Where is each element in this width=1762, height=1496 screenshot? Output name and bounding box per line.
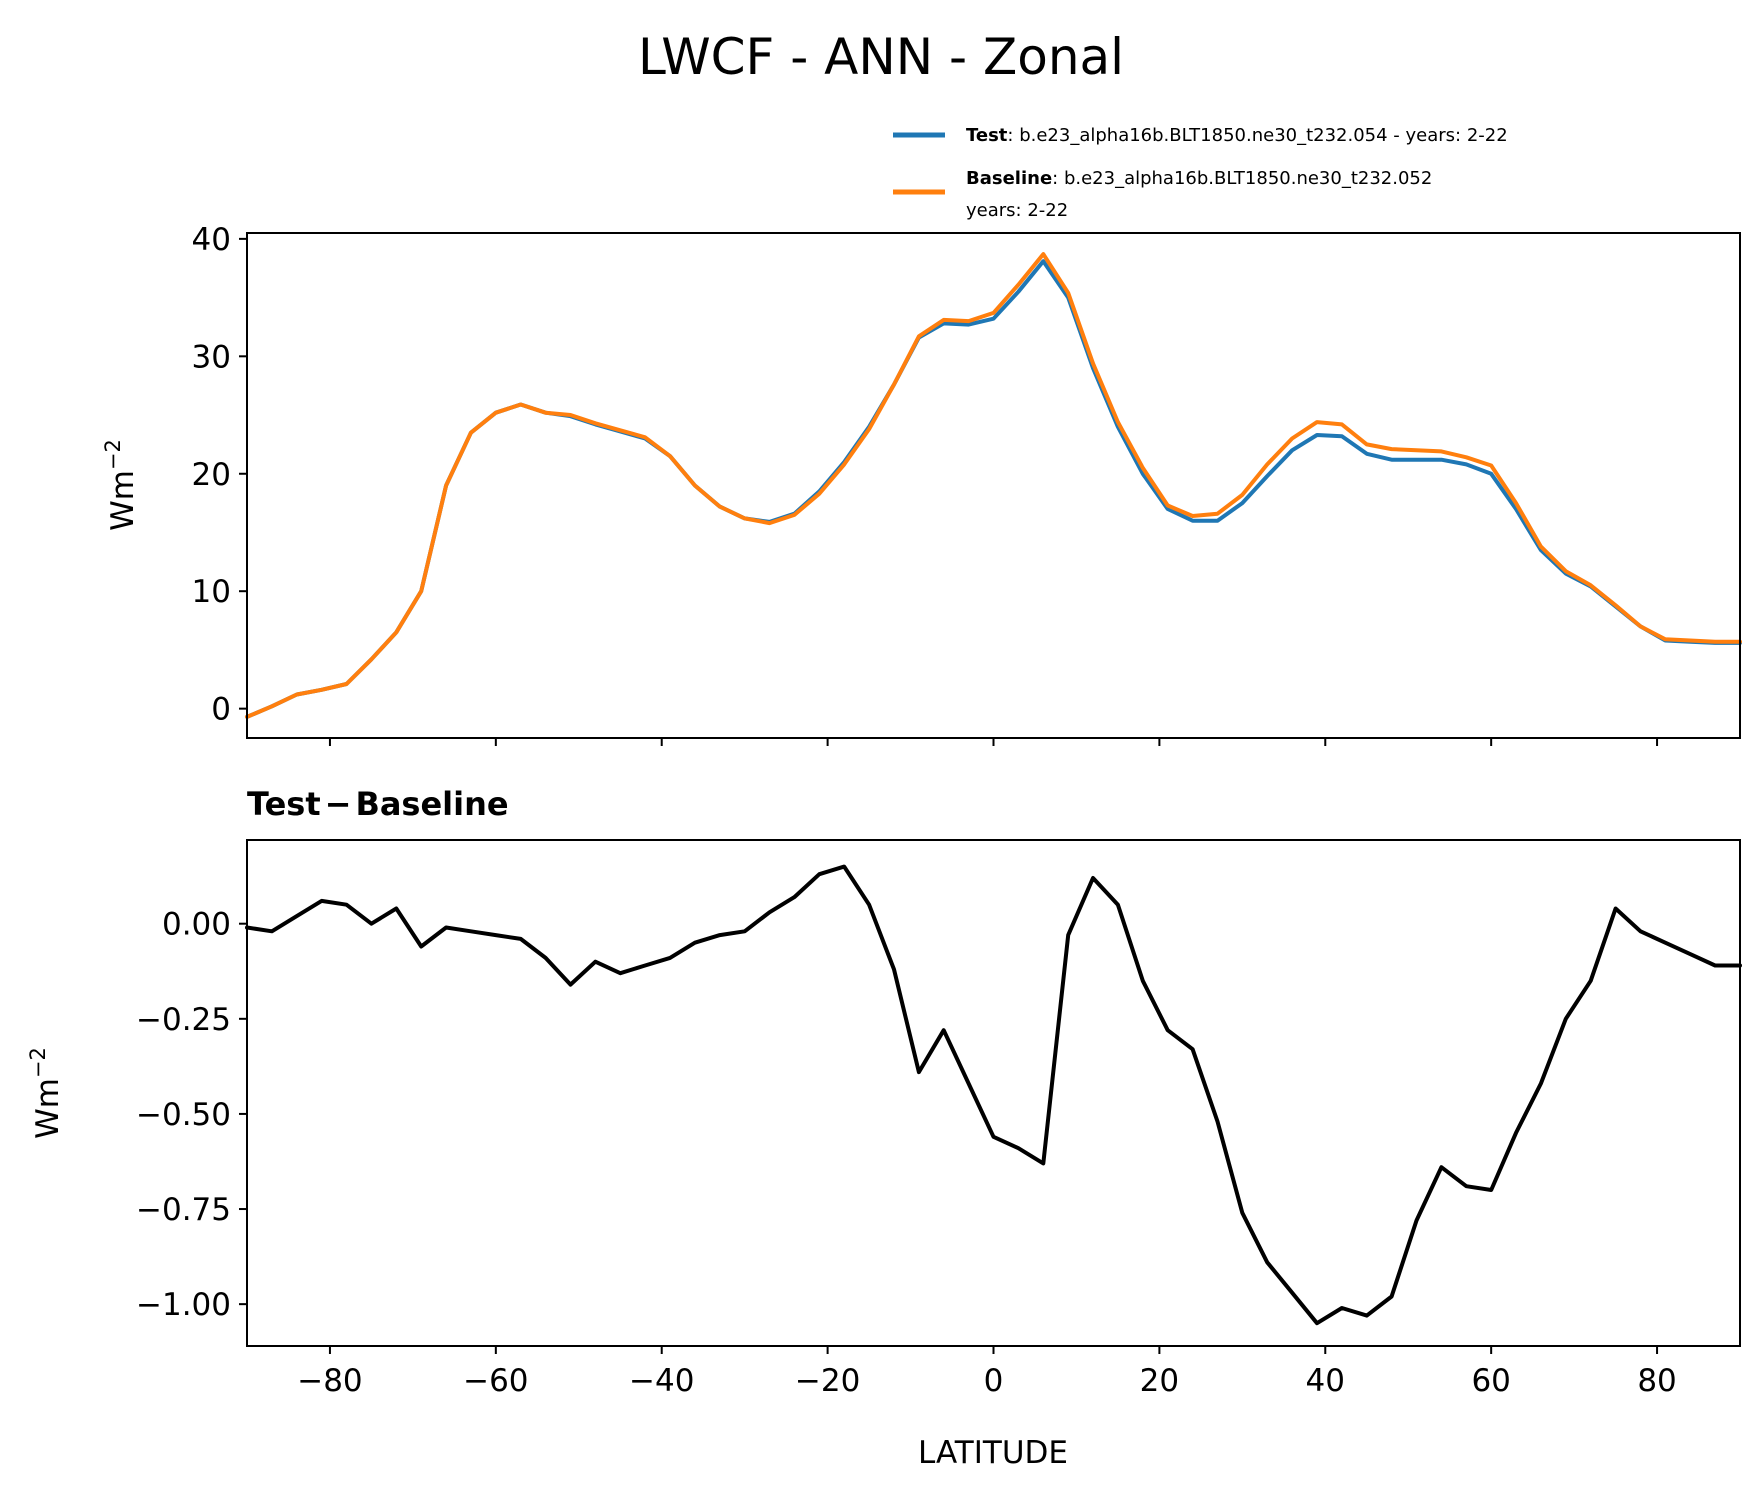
top-ylabel-sup: −2 [101,439,125,470]
top-panel: 0 10 20 30 40 Wm−2 [101,222,1742,746]
x-tick-label: −20 [795,1363,860,1399]
subtitle-test: Test [247,785,321,823]
legend-test-desc: : b.e23_alpha16b.BLT1850.ne30_t232.054 -… [1007,125,1507,146]
subtitle-minus: − [325,785,352,823]
bottom-ylabel-base: Wm [30,1078,66,1139]
series-line-test [245,259,1742,719]
top-y-ticks: 0 10 20 30 40 [192,222,247,728]
legend-entry-test: Test: b.e23_alpha16b.BLT1850.ne30_t232.0… [966,125,1508,146]
x-tick-label: 0 [984,1363,1004,1399]
y-tick-label: 20 [192,457,231,493]
y-tick-label: 40 [192,222,231,258]
bottom-axes-frame [246,839,1741,1347]
subtitle-baseline: Baseline [355,785,508,823]
legend-baseline-name: Baseline [966,168,1052,189]
y-tick-label: −0.50 [136,1097,231,1133]
bottom-series-group [245,864,1742,1326]
x-tick-label: −80 [297,1363,362,1399]
x-tick-label: −60 [463,1363,528,1399]
x-tick-label: 20 [1140,1363,1179,1399]
y-tick-label: 0.00 [162,907,231,943]
bottom-y-ticks: 0.00 −0.25 −0.50 −0.75 −1.00 [136,907,247,1323]
y-tick-label: 0 [211,692,231,728]
series-line-test-baseline [245,864,1742,1326]
bottom-panel: Test − Baseline 0.00 −0.25 −0.50 −0.75 −1.00 −… [26,785,1742,1471]
bottom-ylabel-sup: −2 [26,1047,50,1078]
top-ylabel-base: Wm [105,470,141,531]
x-tick-label: 60 [1471,1363,1510,1399]
top-y-axis-label: Wm−2 [101,439,141,531]
y-tick-label: 30 [192,339,231,375]
y-tick-label: −1.00 [136,1287,231,1323]
legend: Test: b.e23_alpha16b.BLT1850.ne30_t232.0… [893,125,1508,221]
top-axes-frame [246,232,1741,739]
x-tick-label: 80 [1637,1363,1676,1399]
x-tick-label: 40 [1306,1363,1345,1399]
legend-baseline-desc: : b.e23_alpha16b.BLT1850.ne30_t232.052 [1052,168,1432,189]
x-axis-label: LATITUDE [918,1435,1068,1471]
top-series-group [245,252,1742,719]
y-tick-label: −0.75 [136,1192,231,1228]
legend-baseline-years: years: 2-22 [966,200,1068,221]
y-tick-label: −0.25 [136,1002,231,1038]
bottom-x-ticks: −80 −60 −40 −20 0 20 40 60 80 [297,1346,1677,1399]
legend-test-name: Test [966,125,1008,146]
y-tick-label: 10 [192,574,231,610]
legend-entry-baseline: Baseline: b.e23_alpha16b.BLT1850.ne30_t2… [966,168,1432,189]
bottom-panel-subtitle: Test − Baseline [247,785,509,823]
series-line-baseline [245,252,1742,719]
x-tick-label: −40 [629,1363,694,1399]
top-x-ticks [328,738,1659,746]
bottom-y-axis-label: Wm−2 [26,1047,66,1139]
chart-title: LWCF - ANN - Zonal [638,28,1124,86]
